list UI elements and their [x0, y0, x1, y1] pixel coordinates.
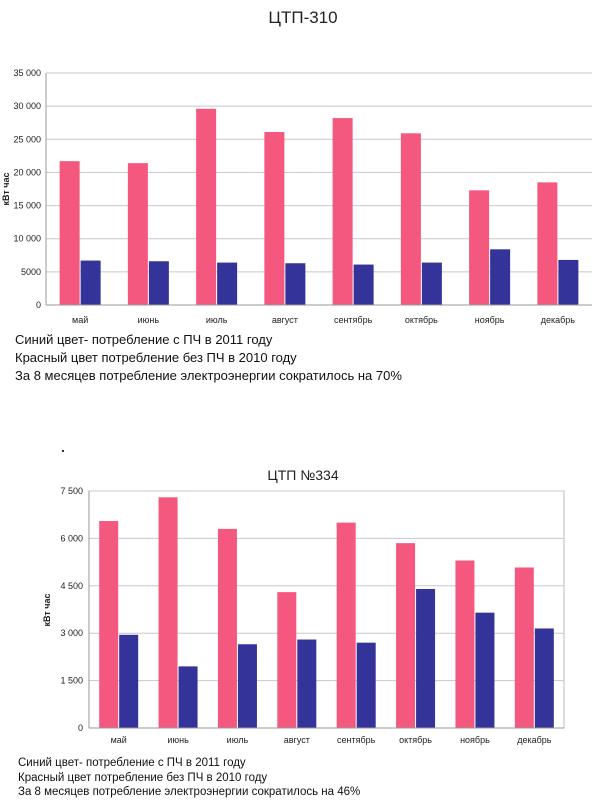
- chart-1-ytick-label: 5000: [21, 267, 41, 277]
- chart-2-bar-red: [158, 497, 178, 728]
- chart-1-bar-blue: [490, 249, 511, 305]
- chart-1-category-label: август: [272, 315, 298, 325]
- chart-2-category-label: август: [284, 735, 310, 745]
- stray-dot: [62, 450, 64, 452]
- chart-1-bar-red: [537, 182, 558, 305]
- chart-1-ytick-label: 0: [36, 300, 41, 310]
- chart-1-note-red: Красный цвет потребление без ПЧ в 2010 г…: [15, 350, 297, 365]
- chart-2-category-label: октябрь: [399, 735, 432, 745]
- chart-2-note-red: Красный цвет потребление без ПЧ в 2010 г…: [18, 771, 268, 784]
- chart-1-bar-red: [59, 161, 80, 305]
- chart-1-ylabel: кВт час: [1, 172, 11, 205]
- chart-2-category-label: июль: [227, 735, 249, 745]
- chart-2-bar-red: [277, 592, 297, 728]
- chart-1-note-summary: За 8 месяцев потребление электроэнергии …: [15, 368, 402, 383]
- chart-2-title: ЦТП №334: [267, 467, 339, 483]
- chart-2-bar-blue: [475, 612, 495, 728]
- chart-1-category-label: октябрь: [405, 315, 438, 325]
- chart-1-bar-red: [127, 163, 148, 305]
- chart-1-bar-blue: [353, 264, 374, 305]
- chart-2-bar-blue: [178, 666, 198, 728]
- chart-2-category-label: декабрь: [517, 735, 552, 745]
- chart-2-bar-blue: [237, 644, 257, 728]
- chart-2-bar-red: [514, 567, 534, 728]
- chart-1-bar-blue: [80, 260, 101, 305]
- chart-1-ytick-label: 20 000: [13, 167, 41, 177]
- chart-1-bar-red: [469, 190, 490, 305]
- chart-2-category-label: июнь: [167, 735, 189, 745]
- chart-1-bar-red: [332, 118, 353, 306]
- chart-1-notes: Синий цвет- потребление с ПЧ в 2011 году…: [15, 331, 402, 385]
- chart-1-bar-red: [196, 108, 217, 306]
- chart-2-bar-blue: [416, 588, 436, 728]
- chart-2-category-label: сентябрь: [337, 735, 376, 745]
- chart-2-bar-red: [455, 560, 475, 728]
- chart-1-svg: 0 5000 10 000 15 000 20 000 25 000 30 000 35 00…: [1, 68, 592, 325]
- chart-1-category-label: июль: [206, 315, 228, 325]
- chart-2-ylabel: кВт час: [42, 593, 52, 626]
- chart-1-bar-red: [264, 131, 285, 305]
- chart-1-category-label: декабрь: [541, 315, 576, 325]
- chart-2-notes: Синий цвет- потребление с ПЧ в 2011 году…: [18, 756, 360, 800]
- chart-2-bar-blue: [119, 634, 139, 728]
- chart-1-bar-blue: [148, 261, 169, 305]
- chart-1-category-label: сентябрь: [334, 315, 373, 325]
- chart-2-bar-blue: [297, 639, 317, 728]
- chart-2-ytick-label: 3 000: [60, 628, 83, 638]
- chart-1-bar-blue: [558, 259, 579, 305]
- chart-2-svg: 0 1 500 3 000 4 500 6 000 7 500 кВт час май июнь…: [42, 486, 565, 745]
- chart-1-bar-blue: [285, 263, 306, 305]
- chart-1-ytick-label: 25 000: [13, 134, 41, 144]
- chart-2-bar-red: [99, 521, 119, 728]
- chart-2-bar-red: [396, 543, 416, 728]
- chart-1-bar-blue: [421, 262, 442, 305]
- chart-1-ytick-label: 35 000: [13, 68, 41, 78]
- chart-1-category-label: ноябрь: [475, 315, 505, 325]
- chart-2-bar-blue: [534, 628, 554, 728]
- chart-2-bar-blue: [356, 642, 376, 728]
- chart-2-ytick-label: 6 000: [60, 533, 83, 543]
- chart-1-title: ЦТП-310: [268, 8, 338, 27]
- chart-2-bar-red: [217, 528, 237, 728]
- chart-2-bar-red: [336, 522, 356, 728]
- chart-2-ytick-label: 1 500: [60, 676, 83, 686]
- chart-1-ytick-label: 30 000: [13, 101, 41, 111]
- chart-1-note-blue: Синий цвет- потребление с ПЧ в 2011 году: [15, 332, 273, 347]
- chart-1-category-label: июнь: [138, 315, 160, 325]
- chart-1-ytick-label: 10 000: [13, 234, 41, 244]
- chart-2-category-label: ноябрь: [460, 735, 490, 745]
- chart-2-note-blue: Синий цвет- потребление с ПЧ в 2011 году: [18, 757, 246, 769]
- chart-2-ytick-label: 7 500: [60, 486, 83, 496]
- chart-1-bar-blue: [217, 262, 238, 305]
- chart-1-bar-red: [400, 133, 421, 305]
- chart-1-ytick-label: 15 000: [13, 201, 41, 211]
- chart-2-ytick-label: 4 500: [60, 581, 83, 591]
- chart-2-ytick-label: 0: [78, 723, 83, 733]
- chart-2-note-summary: За 8 месяцев потребление электроэнергии …: [18, 786, 361, 798]
- chart-1-category-label: май: [72, 315, 88, 325]
- chart-2-category-label: май: [111, 735, 127, 745]
